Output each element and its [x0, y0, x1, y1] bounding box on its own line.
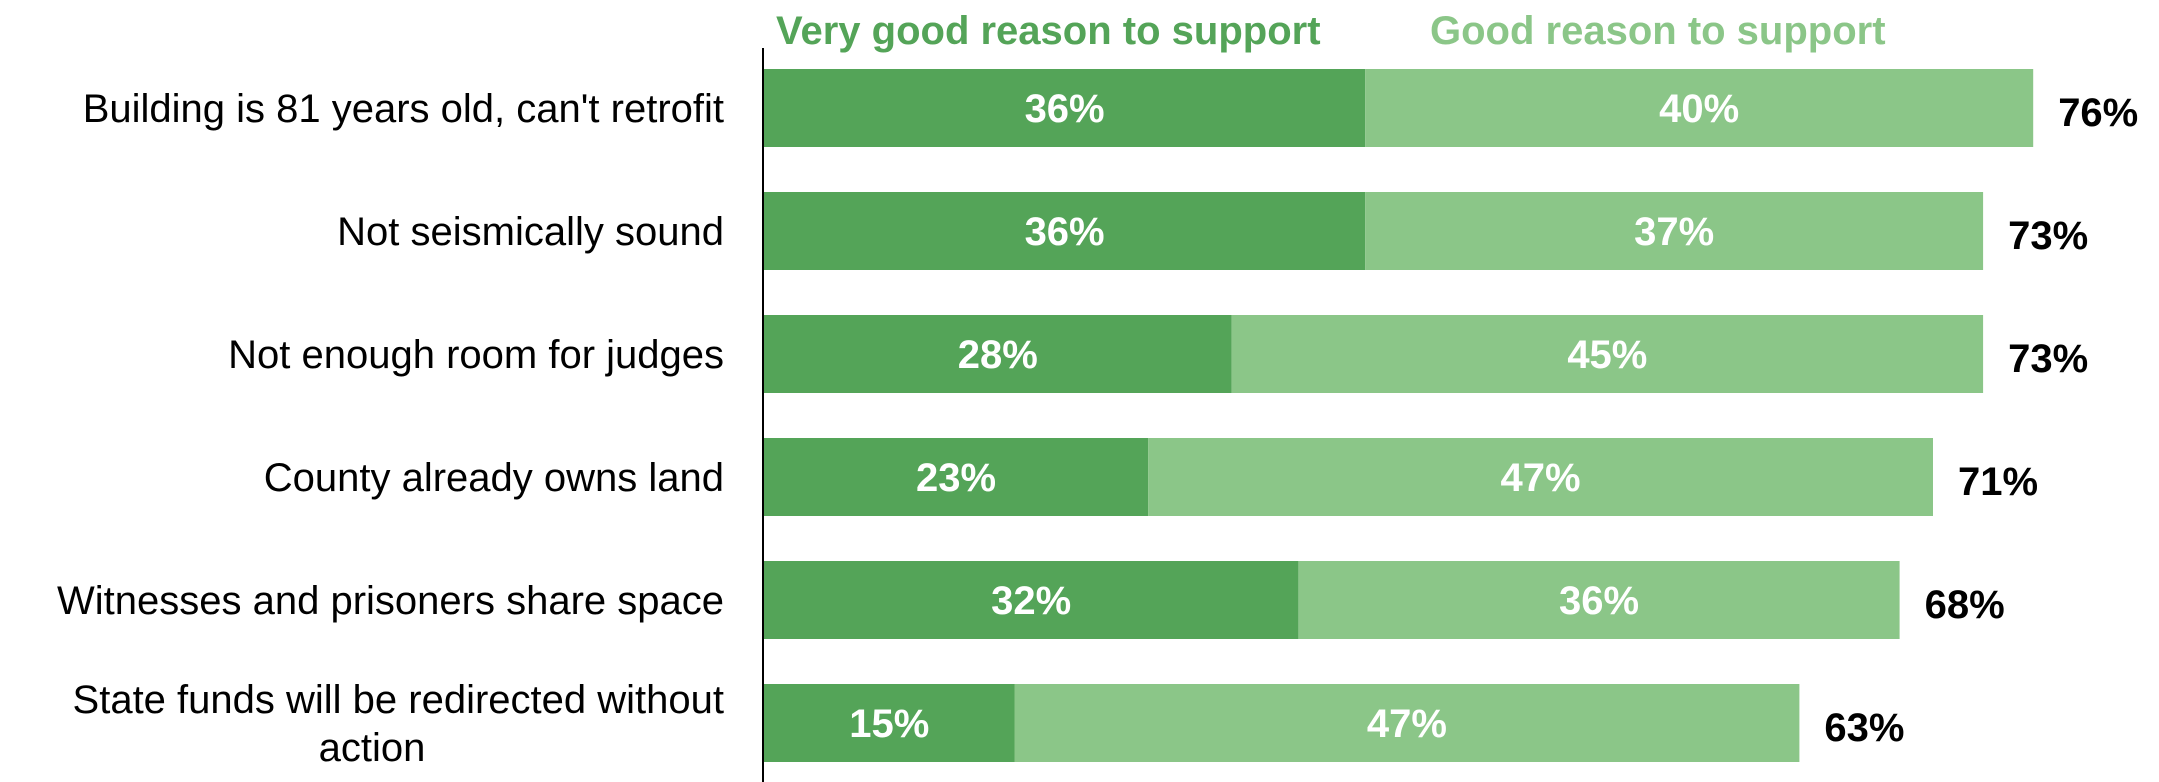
total-value-label: 73% [2008, 337, 2088, 381]
bar-segment-good [1231, 315, 1984, 393]
bar-value-label: 36% [1025, 87, 1105, 131]
bar-segment-good [1148, 438, 1933, 516]
category-labels: Building is 81 years old, can't retrofit… [57, 87, 724, 770]
bar-value-label: 15% [849, 702, 929, 746]
category-label: Not seismically sound [337, 210, 724, 254]
total-value-label: 68% [1925, 583, 2005, 627]
bar-segment-good [1014, 684, 1800, 762]
bar-value-label: 36% [1025, 210, 1105, 254]
bar-value-label: 37% [1634, 210, 1714, 254]
legend-entry-very-good-reason: Very good reason to support [776, 9, 1321, 53]
total-labels: 76% 73% 73% 71% 68% 63% [1824, 91, 2138, 750]
bar-segment-very-good [764, 561, 1299, 639]
total-value-label: 63% [1824, 706, 1904, 750]
bar-segment-very-good [764, 69, 1366, 147]
total-value-label: 71% [1958, 460, 2038, 504]
bar-segment-very-good [764, 192, 1366, 270]
bar-value-label: 32% [991, 579, 1071, 623]
bar-segment-very-good [764, 684, 1015, 762]
bar-value-label: 23% [916, 456, 996, 500]
bar-value-label: 28% [958, 333, 1038, 377]
category-label: Building is 81 years old, can't retrofit [83, 87, 724, 131]
bar-value-label: 47% [1367, 702, 1447, 746]
bar-value-label: 40% [1659, 87, 1739, 131]
category-label: Not enough room for judges [228, 333, 724, 377]
category-label: County already owns land [264, 456, 724, 500]
total-value-label: 73% [2008, 214, 2088, 258]
bar-value-label: 47% [1501, 456, 1581, 500]
bar-segment-very-good [764, 438, 1149, 516]
category-label: State funds will be redirected without ac… [73, 678, 724, 770]
bar-segment-good [1365, 192, 1984, 270]
category-label: Witnesses and prisoners share space [57, 579, 724, 623]
bar-value-label: 36% [1559, 579, 1639, 623]
legend-entry-good-reason: Good reason to support [1430, 9, 1886, 53]
bar-segment-good [1365, 69, 2034, 147]
legend: Very good reason to support Good reason t… [776, 9, 1886, 53]
bar-segment-good [1298, 561, 1900, 639]
bars: 36% 40% 36% 37% 28% 45% 23% 47% 32% 36% 15% 47% [764, 69, 2034, 762]
total-value-label: 76% [2058, 91, 2138, 135]
bar-segment-very-good [764, 315, 1232, 393]
bar-value-label: 45% [1567, 333, 1647, 377]
